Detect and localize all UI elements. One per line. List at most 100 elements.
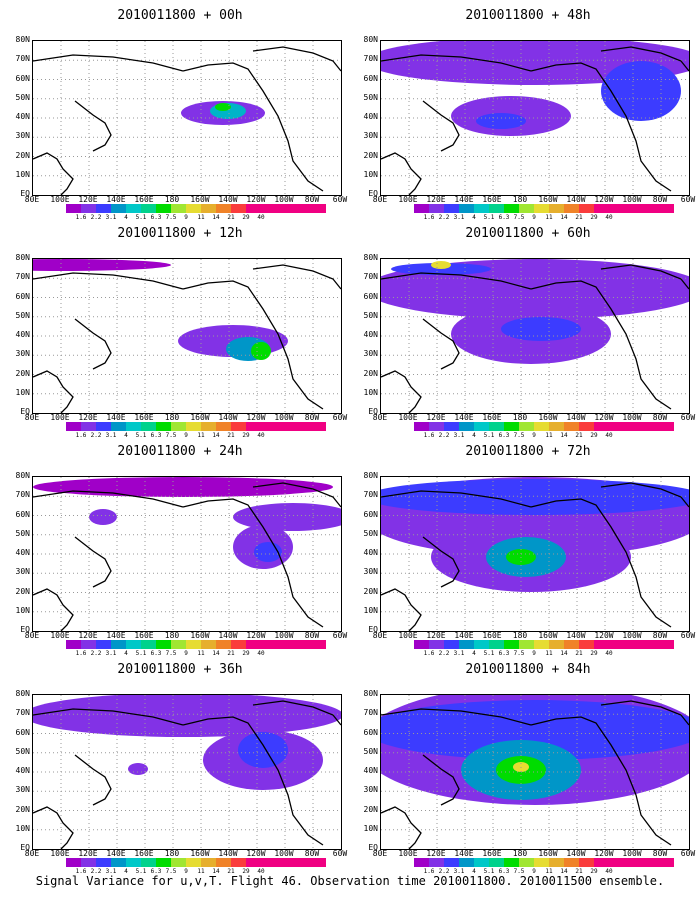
colorbar-swatch <box>474 422 489 431</box>
panel-title: 2010011800 + 72h <box>465 444 591 459</box>
longitude-label: 120E <box>78 413 98 422</box>
colorbar-swatch <box>474 640 489 649</box>
colorbar-label: 14 <box>560 650 568 657</box>
colorbar-swatch <box>171 422 186 431</box>
colorbar-swatch <box>519 858 534 867</box>
longitude-label: 80W <box>652 413 668 422</box>
colorbar-labels: 1.6 2.2 3.1 4 5.1 6.3 7.5 9 11 14 21 29 40 <box>66 432 326 440</box>
coastline <box>600 264 689 290</box>
latitude-label: 20N <box>363 586 378 596</box>
colorbar-swatch <box>171 858 186 867</box>
variance-contour <box>381 700 689 760</box>
longitude-label: 100E <box>398 195 418 204</box>
colorbar-swatch <box>549 422 564 431</box>
colorbar <box>414 640 674 649</box>
variance-map <box>381 41 689 195</box>
colorbar-label: 11 <box>197 868 205 875</box>
colorbar-label: 6.3 <box>498 868 510 875</box>
longitude-label: 120W <box>594 413 614 422</box>
variance-map <box>381 695 689 849</box>
longitude-label: 160W <box>190 195 210 204</box>
colorbar-swatch <box>171 204 186 213</box>
colorbar-swatch <box>96 204 111 213</box>
variance-contour <box>128 763 148 775</box>
longitude-label: 140W <box>218 195 238 204</box>
colorbar-swatch <box>564 204 579 213</box>
coastline <box>33 708 184 726</box>
colorbar-labels: 1.6 2.2 3.1 4 5.1 6.3 7.5 9 11 14 21 29 40 <box>414 432 674 440</box>
longitude-label: 180 <box>512 631 528 640</box>
colorbar-label: 14 <box>560 214 568 221</box>
panel-title: 2010011800 + 24h <box>117 444 243 459</box>
colorbar-swatch <box>519 422 534 431</box>
latitude-label: 70N <box>15 54 30 64</box>
latitude-label: 50N <box>15 310 30 320</box>
longitude-label: 100W <box>274 631 294 640</box>
colorbar-label: 5.1 <box>135 868 147 875</box>
colorbar-swatch <box>111 640 126 649</box>
longitude-label: 100E <box>50 195 70 204</box>
latitude-label: 40N <box>363 766 378 775</box>
map-panel: 2010011800 + 60h 80N 70N 60N 50N 40N 30N 20N 10N… <box>358 226 698 441</box>
latitude-label: 30N <box>363 785 378 795</box>
colorbar-swatch <box>609 422 674 431</box>
colorbar-swatch <box>564 422 579 431</box>
latitude-label: 10N <box>363 169 378 179</box>
colorbar-swatch <box>126 640 141 649</box>
longitude-label: 120W <box>594 195 614 204</box>
colorbar-swatch <box>126 204 141 213</box>
colorbar-swatch <box>444 422 459 431</box>
longitude-label: 100E <box>398 413 418 422</box>
colorbar-swatch <box>66 858 81 867</box>
colorbar-swatch <box>81 640 96 649</box>
colorbar-swatch <box>549 858 564 867</box>
longitude-label: 80E <box>24 631 40 640</box>
colorbar-swatch <box>231 640 246 649</box>
longitude-label: 120W <box>594 631 614 640</box>
longitude-label: 140E <box>454 631 474 640</box>
colorbar-swatch <box>261 204 326 213</box>
coastline <box>422 100 460 152</box>
colorbar-swatch <box>186 204 201 213</box>
latitude-label: 40N <box>15 330 30 339</box>
colorbar-swatch <box>519 640 534 649</box>
latitude-label: EQ <box>368 625 378 634</box>
latitude-label: 50N <box>363 310 378 320</box>
figure-caption: Signal Variance for u,v,T. Flight 46. Ob… <box>35 874 665 888</box>
colorbar-swatch <box>414 640 429 649</box>
colorbar-label: 9 <box>184 214 188 221</box>
colorbar-swatch <box>609 640 674 649</box>
latitude-label: 30N <box>363 567 378 577</box>
colorbar-swatch <box>579 858 594 867</box>
latitude-label: 40N <box>363 548 378 557</box>
colorbar-swatch <box>111 204 126 213</box>
longitude-label: 120E <box>426 413 446 422</box>
colorbar-label: 14 <box>560 432 568 439</box>
colorbar-label: 1.6 <box>423 214 435 221</box>
colorbar-swatch <box>126 422 141 431</box>
longitude-label: 100W <box>622 631 642 640</box>
longitude-label: 120W <box>246 195 266 204</box>
colorbar-swatch <box>459 858 474 867</box>
coastline <box>33 490 184 508</box>
map-panel: 2010011800 + 00h 80N 70N 60N 50N 40N 30N 20N 10N… <box>10 8 350 223</box>
coastline <box>33 370 74 413</box>
colorbar-label: 3.1 <box>105 214 117 221</box>
longitude-label: 100E <box>50 849 70 858</box>
longitude-label: 160W <box>190 849 210 858</box>
coastline <box>530 716 672 846</box>
panel-title: 2010011800 + 12h <box>117 226 243 241</box>
colorbar-label: 3.1 <box>453 432 465 439</box>
colorbar-swatch <box>564 858 579 867</box>
longitude-label: 120E <box>426 849 446 858</box>
longitude-label: 100E <box>398 849 418 858</box>
colorbar-swatch <box>414 204 429 213</box>
longitude-label: 120E <box>78 195 98 204</box>
colorbar-label: 21 <box>227 432 235 439</box>
colorbar-swatch <box>171 640 186 649</box>
longitude-label: 60W <box>332 413 348 422</box>
colorbar-swatch <box>444 640 459 649</box>
colorbar-swatch <box>579 204 594 213</box>
longitude-label: 160E <box>134 195 154 204</box>
latitude-label: 10N <box>363 605 378 615</box>
